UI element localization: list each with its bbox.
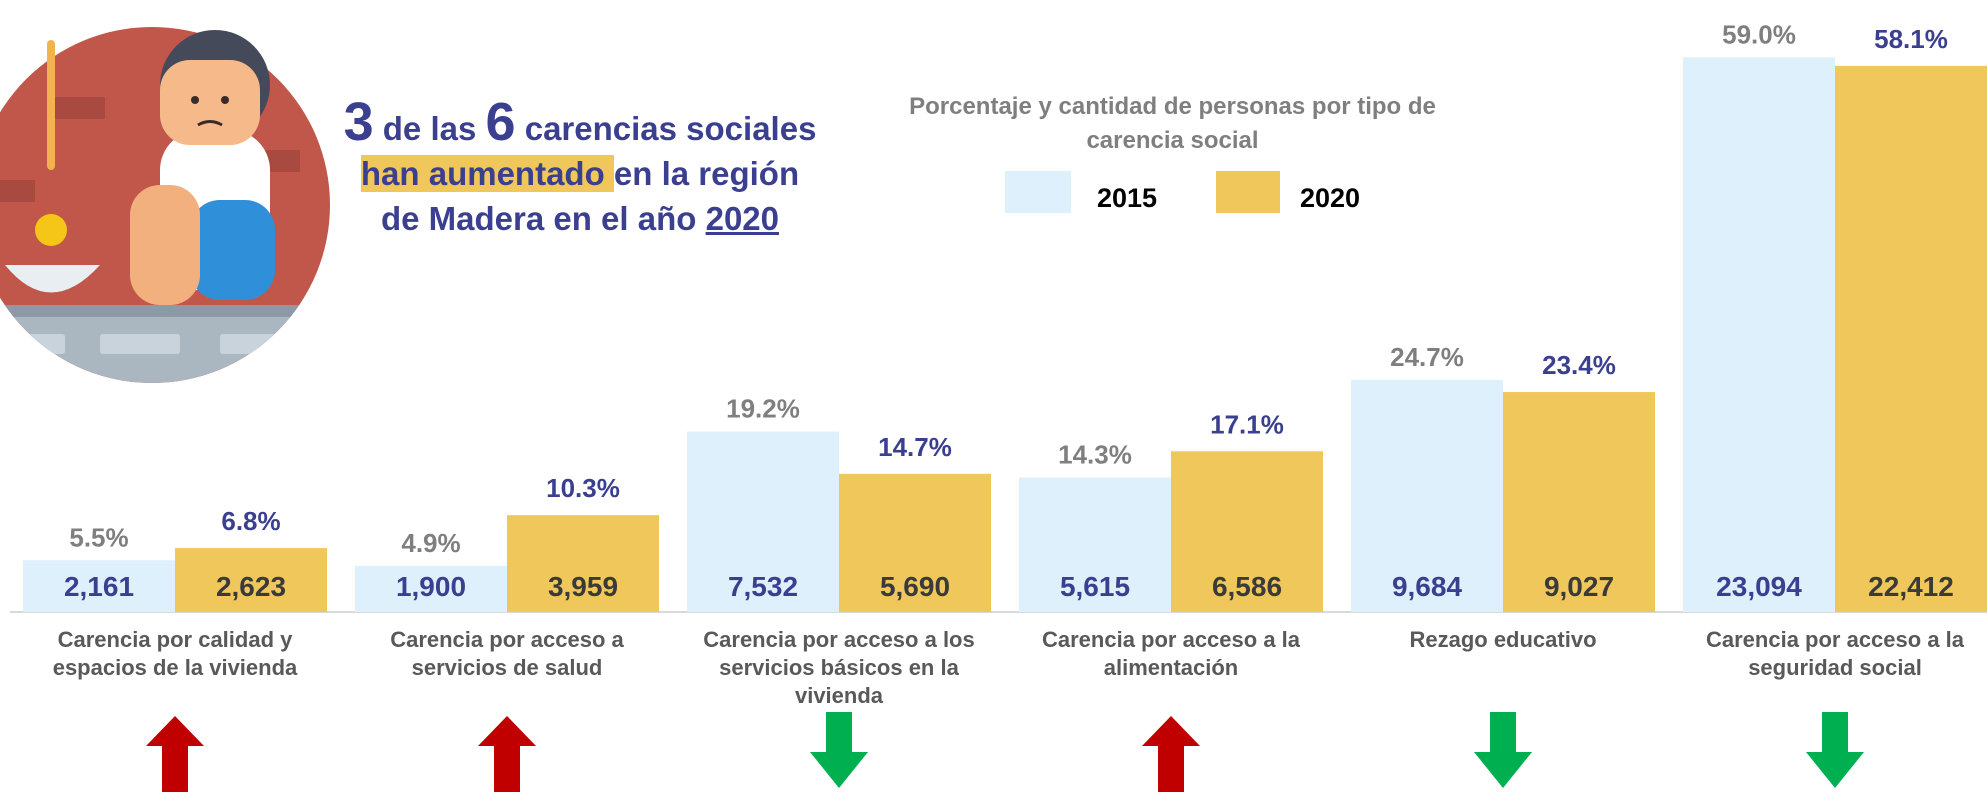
legend-label: 2020 <box>1300 183 1360 213</box>
face <box>160 60 260 145</box>
eye <box>191 96 199 104</box>
headline-highlight: han aumentado <box>360 155 614 192</box>
count-label: 9,684 <box>1392 571 1462 602</box>
count-label: 23,094 <box>1716 571 1802 602</box>
value-label: 14.7% <box>878 432 952 462</box>
value-label: 59.0% <box>1722 19 1796 49</box>
category-label: Carencia por acceso a servicios de salud <box>390 627 624 680</box>
pants <box>190 200 275 300</box>
eye <box>221 96 229 104</box>
bar <box>175 548 327 612</box>
value-label: 24.7% <box>1390 342 1464 372</box>
value-label: 5.5% <box>69 522 128 552</box>
count-label: 5,690 <box>880 571 950 602</box>
bar <box>839 473 991 612</box>
headline: 3 de las 6 carencias sociales han aument… <box>340 95 820 241</box>
count-label: 22,412 <box>1868 571 1954 602</box>
floor-tile <box>10 334 65 354</box>
count-label: 5,615 <box>1060 571 1130 602</box>
floor-edge <box>0 305 330 317</box>
value-label: 14.3% <box>1058 440 1132 470</box>
category-label: Carencia por calidad y espacios de la vi… <box>52 627 298 680</box>
bar <box>507 515 659 612</box>
floor-tile <box>100 334 180 354</box>
trend-arrow <box>810 712 868 788</box>
coin <box>35 214 67 246</box>
category-label: Carencia por acceso a los servicios bási… <box>703 627 975 708</box>
bar <box>1171 451 1323 612</box>
category-label: Carencia por acceso a la seguridad socia… <box>1705 627 1965 680</box>
bar <box>23 560 175 612</box>
value-label: 6.8% <box>221 506 280 536</box>
trend-arrow <box>1474 712 1532 788</box>
brick <box>55 97 105 119</box>
legend-label: 2015 <box>1097 183 1157 213</box>
category-label: Carencia por acceso a la alimentación <box>1041 627 1301 680</box>
count-label: 2,161 <box>64 571 134 602</box>
illustration <box>0 27 330 383</box>
stick <box>47 40 55 170</box>
count-label: 9,027 <box>1544 571 1614 602</box>
legs <box>130 185 200 305</box>
floor-tile <box>220 334 300 354</box>
headline-number: 6 <box>485 92 516 152</box>
legend-title: Porcentaje y cantidad de personas por ti… <box>909 93 1436 154</box>
value-label: 23.4% <box>1542 350 1616 380</box>
bar <box>1019 477 1171 612</box>
trend-arrow <box>1142 716 1200 792</box>
bar <box>1503 392 1655 612</box>
headline-number: 3 <box>343 92 374 152</box>
count-label: 2,623 <box>216 571 286 602</box>
bar <box>355 565 507 612</box>
trend-arrow <box>146 716 204 792</box>
count-label: 1,900 <box>396 571 466 602</box>
headline-year: 2020 <box>705 200 780 237</box>
bar <box>1835 65 1987 613</box>
trend-arrow <box>1806 712 1864 788</box>
mouth <box>197 120 223 127</box>
legend-swatch <box>1216 171 1280 213</box>
bar <box>687 431 839 612</box>
bar <box>1351 379 1503 612</box>
headline-text: carencias sociales <box>515 110 817 147</box>
legend-swatch <box>1005 171 1071 213</box>
count-label: 3,959 <box>548 571 618 602</box>
count-label: 7,532 <box>728 571 798 602</box>
value-label: 17.1% <box>1210 409 1284 439</box>
category-label: Rezago educativo <box>1409 627 1597 652</box>
headline-text: de las <box>373 110 486 147</box>
value-label: 19.2% <box>726 394 800 424</box>
brick <box>0 180 35 202</box>
trend-arrow <box>478 716 536 792</box>
headline-text: en la región de Madera en el año <box>380 155 800 237</box>
value-label: 4.9% <box>401 528 460 558</box>
bar <box>1683 57 1835 612</box>
count-label: 6,586 <box>1212 571 1282 602</box>
value-label: 58.1% <box>1874 24 1948 54</box>
value-label: 10.3% <box>546 473 620 503</box>
bowl <box>5 265 100 293</box>
